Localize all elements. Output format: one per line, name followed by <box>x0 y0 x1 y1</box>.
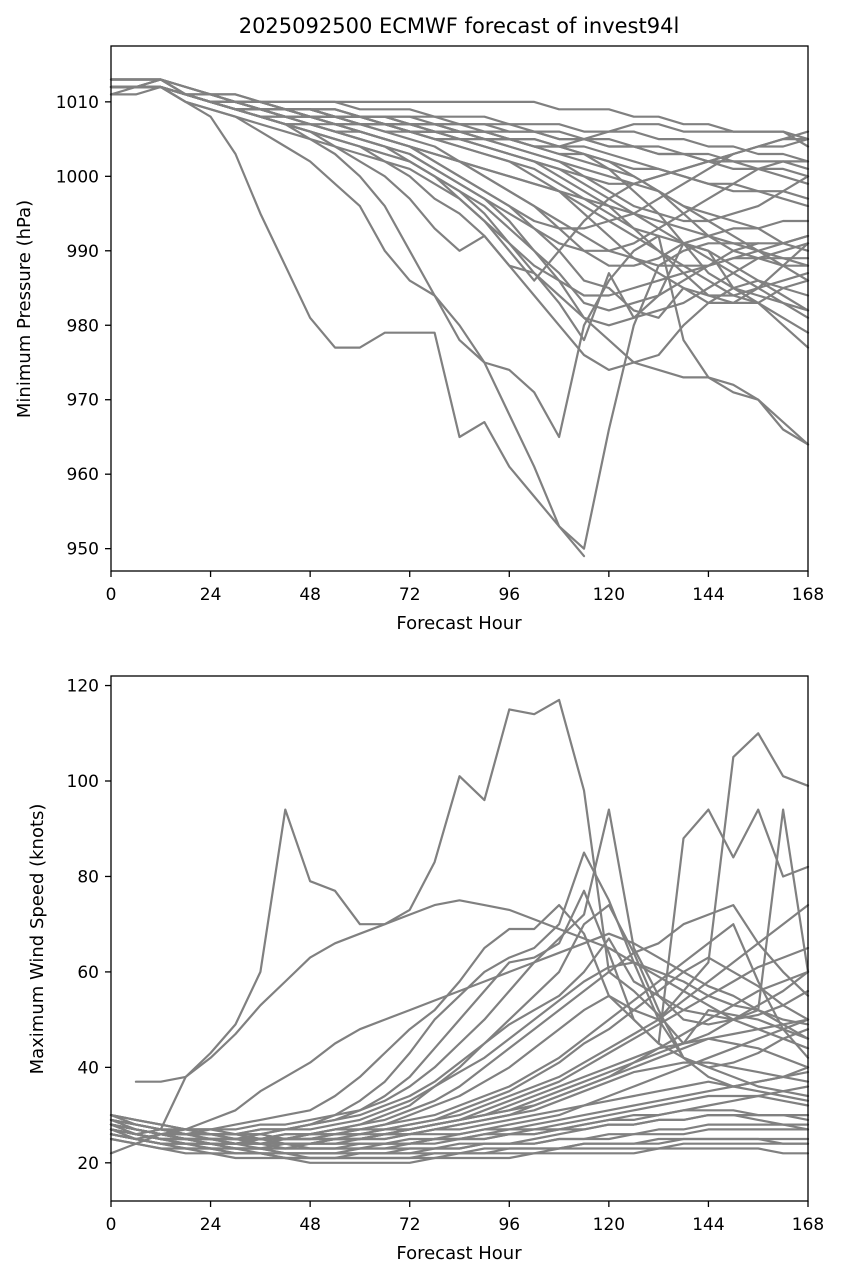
pressure-y-tick-label: 970 <box>67 391 99 411</box>
pressure-y-tick-label: 950 <box>67 540 99 560</box>
wind-series-line-35 <box>109 932 810 1155</box>
pressure-x-tick-label: 48 <box>299 585 321 605</box>
pressure-series-line-25 <box>109 78 810 141</box>
wind-series-line-34 <box>134 899 810 1083</box>
wind-x-tick-label: 72 <box>399 1215 421 1235</box>
wind-y-tick-label: 80 <box>77 867 99 887</box>
wind-series-line-2 <box>109 732 810 1141</box>
wind-y-axis: 20 40 60 80 100 120 <box>67 677 111 1174</box>
pressure-y-axis: 950 960 970 980 990 1000 1010 <box>56 93 111 560</box>
pressure-series-line-2 <box>109 85 586 558</box>
wind-series-line-29 <box>109 1137 810 1164</box>
wind-series-line-22 <box>109 1018 810 1141</box>
pressure-chart: 2025092500 ECMWF forecast of invest94l 0… <box>14 14 824 634</box>
wind-x-tick-label: 168 <box>792 1215 824 1235</box>
wind-series-line-10 <box>109 808 810 1131</box>
pressure-y-tick-label: 990 <box>67 242 99 262</box>
pressure-x-tick-label: 0 <box>106 585 117 605</box>
wind-axes-frame <box>110 675 809 1202</box>
pressure-series-group <box>109 78 810 558</box>
pressure-x-tick-label: 144 <box>692 585 724 605</box>
wind-x-tick-label: 48 <box>299 1215 321 1235</box>
wind-series-line-1 <box>109 698 810 1136</box>
pressure-y-tick-label: 1010 <box>56 93 99 113</box>
wind-series-group <box>109 698 810 1164</box>
wind-y-tick-label: 40 <box>77 1058 99 1078</box>
pressure-y-tick-label: 1000 <box>56 167 99 187</box>
pressure-x-tick-label: 72 <box>399 585 421 605</box>
wind-x-tick-label: 96 <box>498 1215 520 1235</box>
wind-x-axis: 0 24 48 72 96 120 144 168 <box>106 1201 824 1235</box>
wind-y-tick-label: 20 <box>77 1154 99 1174</box>
wind-x-tick-label: 120 <box>593 1215 625 1235</box>
pressure-y-tick-label: 980 <box>67 316 99 336</box>
wind-y-tick-label: 120 <box>67 677 99 697</box>
wind-y-tick-label: 60 <box>77 963 99 983</box>
pressure-x-tick-label: 120 <box>593 585 625 605</box>
pressure-x-tick-label: 96 <box>498 585 520 605</box>
wind-x-tick-label: 144 <box>692 1215 724 1235</box>
pressure-axes-frame <box>110 45 809 572</box>
wind-series-line-32 <box>109 1123 810 1150</box>
pressure-x-tick-label: 168 <box>792 585 824 605</box>
pressure-series-line-34 <box>109 85 810 267</box>
wind-y-axis-label: Maximum Wind Speed (knots) <box>27 804 48 1075</box>
wind-series-line-30 <box>109 1114 810 1145</box>
pressure-series-line-33 <box>109 85 810 185</box>
pressure-series-line-35 <box>109 78 810 200</box>
wind-x-tick-label: 24 <box>200 1215 222 1235</box>
pressure-x-axis-label: Forecast Hour <box>396 613 522 634</box>
chart-title: 2025092500 ECMWF forecast of invest94l <box>239 14 680 38</box>
pressure-x-tick-label: 24 <box>200 585 222 605</box>
wind-chart: 0 24 48 72 96 120 144 168 20 40 60 80 100 120 Foreca… <box>27 675 824 1264</box>
pressure-x-axis: 0 24 48 72 96 120 144 168 <box>106 571 824 605</box>
wind-series-line-26 <box>109 1071 810 1141</box>
pressure-y-axis-label: Minimum Pressure (hPa) <box>14 200 35 418</box>
wind-x-axis-label: Forecast Hour <box>396 1243 522 1264</box>
wind-series-line-33 <box>109 1128 810 1155</box>
pressure-y-tick-label: 960 <box>67 465 99 485</box>
wind-x-tick-label: 0 <box>106 1215 117 1235</box>
wind-y-tick-label: 100 <box>67 772 99 792</box>
